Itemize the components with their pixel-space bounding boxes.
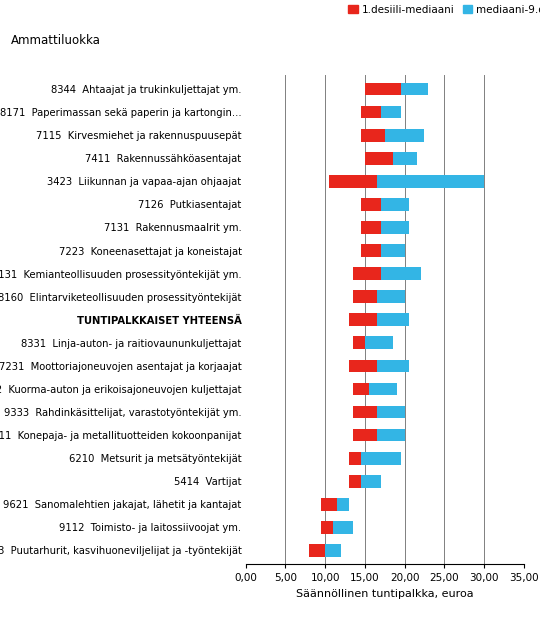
Text: Ammattiluokka: Ammattiluokka (11, 34, 100, 47)
Bar (349, 452, 361, 465)
Bar (353, 337, 365, 349)
Bar (353, 429, 377, 441)
Bar (325, 544, 341, 557)
Bar (365, 337, 393, 349)
Bar (381, 198, 409, 211)
Bar (361, 106, 381, 119)
Bar (349, 359, 377, 372)
Bar (333, 521, 353, 534)
Bar (377, 314, 409, 326)
Bar (369, 382, 397, 395)
Bar (361, 245, 381, 257)
Bar (401, 83, 428, 95)
Bar (353, 406, 377, 418)
Bar (377, 429, 404, 441)
Bar (381, 221, 409, 234)
Bar (393, 152, 416, 165)
Bar (361, 129, 384, 142)
Bar (321, 521, 333, 534)
Bar (365, 83, 401, 95)
Bar (353, 290, 377, 303)
Bar (377, 406, 404, 418)
Bar (321, 498, 337, 510)
Bar (384, 129, 424, 142)
Bar (309, 544, 325, 557)
Bar (377, 175, 484, 187)
Bar (361, 221, 381, 234)
Bar (377, 290, 404, 303)
Bar (353, 267, 381, 280)
X-axis label: Säännöllinen tuntipalkka, euroa: Säännöllinen tuntipalkka, euroa (296, 589, 474, 599)
Bar (337, 498, 349, 510)
Bar (377, 359, 409, 372)
Legend: 1.desiili-mediaani, mediaani-9.desiili: 1.desiili-mediaani, mediaani-9.desiili (348, 4, 540, 14)
Bar (381, 245, 404, 257)
Bar (365, 152, 393, 165)
Bar (349, 314, 377, 326)
Bar (361, 475, 381, 488)
Bar (381, 267, 421, 280)
Bar (361, 198, 381, 211)
Bar (349, 475, 361, 488)
Bar (329, 175, 377, 187)
Bar (361, 452, 401, 465)
Bar (353, 382, 369, 395)
Bar (381, 106, 401, 119)
